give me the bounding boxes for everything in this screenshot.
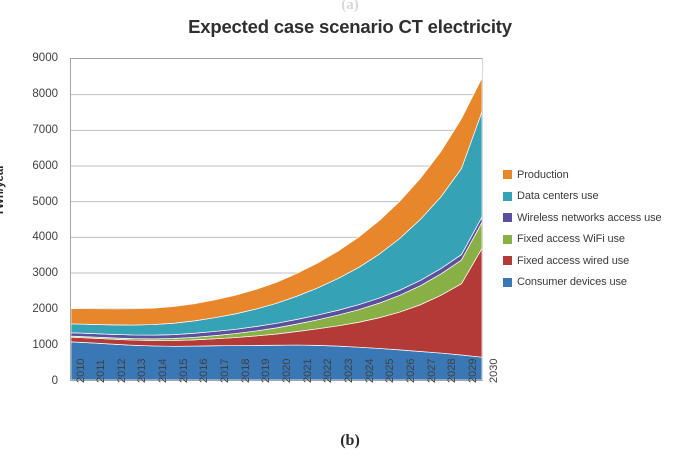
figure-caption: (b) xyxy=(340,432,360,449)
legend-item-production[interactable]: Production xyxy=(503,164,698,186)
x-tick-2016: 2016 xyxy=(198,358,211,383)
y-tick-1000: 1000 xyxy=(32,339,58,352)
y-tick-4000: 4000 xyxy=(32,231,58,244)
legend-swatch-icon xyxy=(503,170,512,180)
y-tick-9000: 9000 xyxy=(32,52,58,64)
chart-legend: Production Data centers use Wireless netwo… xyxy=(503,164,698,293)
legend-item-label: Fixed access wired use xyxy=(517,254,630,267)
x-tick-2010: 2010 xyxy=(74,358,87,383)
legend-item-label: Fixed access WiFi use xyxy=(517,233,625,246)
legend-item-fixed-access-wifi-use[interactable]: Fixed access WiFi use xyxy=(503,229,698,251)
legend-swatch-icon xyxy=(503,191,512,201)
legend-item-label: Data centers use xyxy=(517,190,599,203)
x-tick-2013: 2013 xyxy=(136,358,149,383)
legend-swatch-icon xyxy=(503,277,512,287)
plot-area xyxy=(70,58,483,381)
y-axis-tick-labels: 0 1000 2000 3000 4000 5000 6000 7000 8000 9000 xyxy=(0,52,64,387)
legend-item-wireless-networks-access-use[interactable]: Wireless networks access use xyxy=(503,207,698,229)
y-tick-5000: 5000 xyxy=(32,195,58,208)
x-tick-2017: 2017 xyxy=(219,358,232,383)
y-tick-3000: 3000 xyxy=(32,267,58,280)
legend-item-label: Wireless networks access use xyxy=(517,211,662,224)
y-tick-8000: 8000 xyxy=(32,87,58,100)
legend-item-fixed-access-wired-use[interactable]: Fixed access wired use xyxy=(503,250,698,272)
x-tick-2022: 2022 xyxy=(322,358,335,383)
y-tick-0: 0 xyxy=(51,375,58,387)
previous-figure-caption-cutoff: (a) xyxy=(341,0,359,12)
y-tick-6000: 6000 xyxy=(32,159,58,172)
x-tick-2024: 2024 xyxy=(363,358,376,383)
y-tick-2000: 2000 xyxy=(32,303,58,316)
legend-item-data-centers-use[interactable]: Data centers use xyxy=(503,186,698,208)
x-tick-2014: 2014 xyxy=(157,358,170,383)
x-tick-2021: 2021 xyxy=(301,358,314,383)
x-tick-2012: 2012 xyxy=(115,358,128,383)
stacked-area-svg xyxy=(71,59,482,380)
x-tick-2019: 2019 xyxy=(260,358,273,383)
x-tick-2015: 2015 xyxy=(177,358,190,383)
y-tick-7000: 7000 xyxy=(32,123,58,136)
x-tick-2023: 2023 xyxy=(342,358,355,383)
x-tick-2026: 2026 xyxy=(404,358,417,383)
area-series-production xyxy=(71,78,482,325)
legend-item-label: Consumer devices use xyxy=(517,276,627,289)
x-tick-2027: 2027 xyxy=(425,358,438,383)
x-tick-2025: 2025 xyxy=(384,358,397,383)
legend-swatch-icon xyxy=(503,234,512,244)
chart-title: Expected case scenario CT electricity xyxy=(188,16,512,37)
legend-item-label: Production xyxy=(517,168,569,181)
legend-swatch-icon xyxy=(503,213,512,223)
x-tick-2011: 2011 xyxy=(95,359,108,383)
x-tick-2030: 2030 xyxy=(487,358,500,383)
legend-item-consumer-devices-use[interactable]: Consumer devices use xyxy=(503,272,698,294)
x-axis-tick-labels: 2010 2011 2012 2013 2014 2015 2016 2017 2018 2019… xyxy=(70,359,500,433)
x-tick-2029: 2029 xyxy=(466,358,479,383)
x-tick-2020: 2020 xyxy=(281,358,293,383)
x-tick-2028: 2028 xyxy=(446,358,459,383)
y-axis-title: TWh/year xyxy=(0,164,6,216)
x-tick-2018: 2018 xyxy=(239,358,252,383)
legend-swatch-icon xyxy=(503,256,512,266)
